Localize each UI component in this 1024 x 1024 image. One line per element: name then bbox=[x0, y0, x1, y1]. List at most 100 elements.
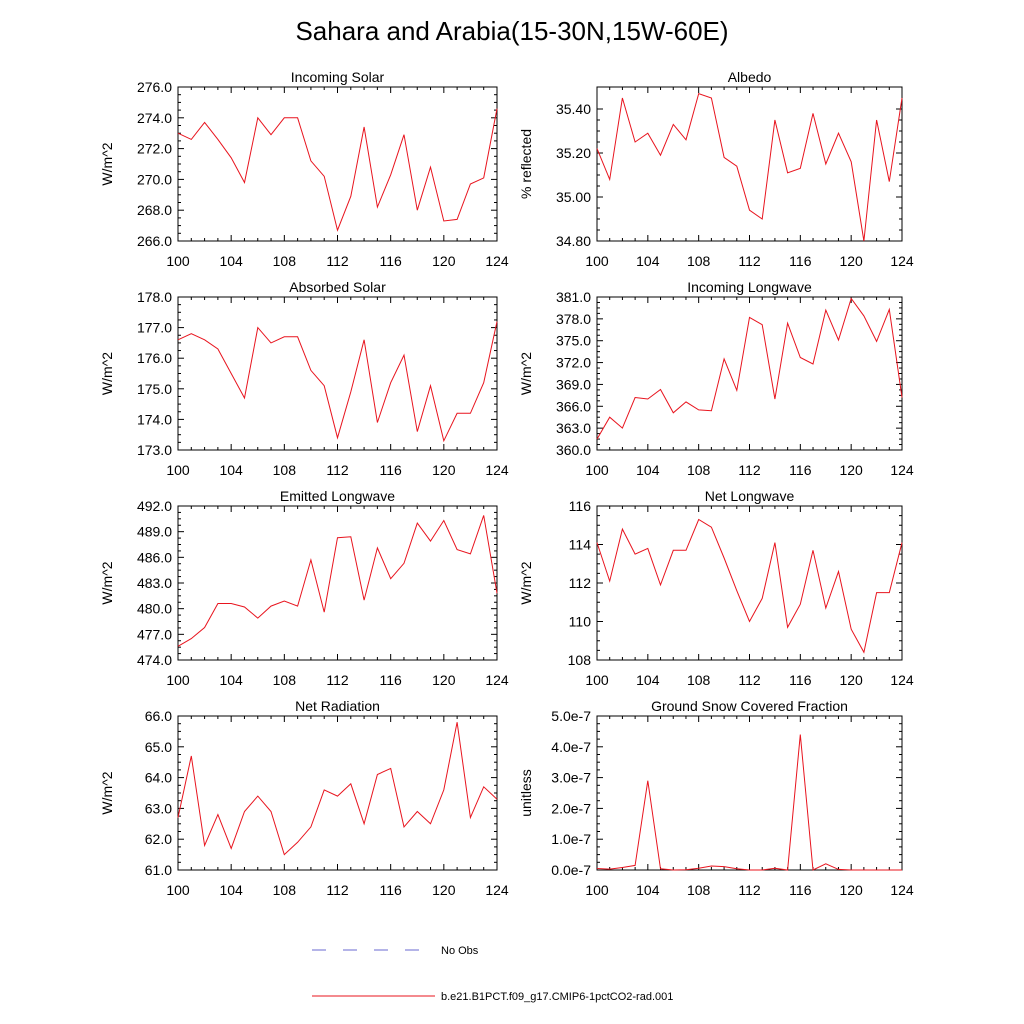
x-tick-label: 100 bbox=[585, 462, 609, 478]
panel-3: Absorbed Solar W/m^2 173.0 174.0 175.0 176.0 1… bbox=[99, 279, 509, 478]
x-tick-label: 104 bbox=[219, 462, 243, 478]
x-tick-label: 112 bbox=[326, 882, 349, 898]
y-tick-label: 0.0e-7 bbox=[551, 862, 591, 878]
panel-title: Net Radiation bbox=[295, 698, 380, 714]
x-tick-label: 124 bbox=[890, 253, 914, 269]
panel-2: Albedo % reflected 34.80 35.00 35.20 35.40 100… bbox=[518, 69, 914, 269]
y-tick-label: 369.0 bbox=[556, 376, 591, 392]
y-tick-label: 35.20 bbox=[556, 145, 591, 161]
x-tick-label: 108 bbox=[273, 672, 297, 688]
y-tick-label: 62.0 bbox=[145, 831, 172, 847]
x-tick-label: 100 bbox=[585, 253, 609, 269]
x-tick-label: 116 bbox=[789, 882, 812, 898]
y-tick-label: 276.0 bbox=[137, 79, 172, 95]
x-tick-label: 108 bbox=[687, 882, 711, 898]
panel-4: Incoming Longwave W/m^2 360.0 363.0 366.0 369… bbox=[518, 279, 914, 478]
y-tick-label: 110 bbox=[569, 614, 592, 630]
y-tick-label: 360.0 bbox=[556, 442, 591, 458]
x-tick-label: 104 bbox=[636, 882, 660, 898]
series-line bbox=[177, 515, 498, 647]
panel-5: Emitted Longwave W/m^2 474.0 477.0 480.0 483.… bbox=[99, 488, 509, 688]
x-tick-label: 116 bbox=[380, 672, 403, 688]
y-tick-label: 266.0 bbox=[137, 233, 172, 249]
y-tick-label: 270.0 bbox=[137, 171, 172, 187]
series-line bbox=[177, 108, 498, 232]
y-tick-label: 176.0 bbox=[137, 350, 172, 366]
x-tick-label: 100 bbox=[166, 672, 190, 688]
x-tick-label: 120 bbox=[839, 672, 863, 688]
y-tick-label: 381.0 bbox=[556, 289, 591, 305]
x-tick-label: 104 bbox=[219, 672, 243, 688]
x-tick-label: 124 bbox=[485, 672, 509, 688]
figure-title: Sahara and Arabia(15-30N,15W-60E) bbox=[295, 16, 728, 46]
y-tick-label: 272.0 bbox=[137, 141, 172, 157]
panel-title: Ground Snow Covered Fraction bbox=[651, 698, 848, 714]
y-tick-label: 477.0 bbox=[137, 626, 172, 642]
y-tick-label: 4.0e-7 bbox=[551, 739, 591, 755]
y-tick-label: 483.0 bbox=[137, 575, 172, 591]
x-tick-label: 100 bbox=[166, 462, 190, 478]
x-tick-label: 108 bbox=[687, 462, 711, 478]
x-tick-label: 116 bbox=[789, 672, 812, 688]
series-line bbox=[596, 297, 903, 440]
x-tick-label: 112 bbox=[326, 253, 349, 269]
x-tick-label: 112 bbox=[738, 882, 761, 898]
x-tick-label: 120 bbox=[432, 462, 456, 478]
y-tick-label: 274.0 bbox=[137, 110, 172, 126]
x-tick-label: 100 bbox=[166, 882, 190, 898]
y-tick-label: 114 bbox=[569, 537, 592, 553]
y-axis-label: % reflected bbox=[518, 129, 534, 199]
panel-title: Emitted Longwave bbox=[280, 488, 395, 504]
plot-frame bbox=[177, 715, 498, 871]
panels: Incoming Solar W/m^2 266.0 268.0 270.0 272.0 2… bbox=[99, 69, 914, 898]
series-line bbox=[596, 734, 902, 871]
x-tick-label: 112 bbox=[326, 462, 349, 478]
x-tick-label: 112 bbox=[738, 672, 761, 688]
y-tick-label: 66.0 bbox=[145, 708, 172, 724]
y-tick-label: 2.0e-7 bbox=[551, 800, 591, 816]
y-axis-label: W/m^2 bbox=[99, 561, 115, 604]
y-tick-label: 372.0 bbox=[556, 355, 591, 371]
panel-7: Net Radiation W/m^2 61.0 62.0 63.0 64.0 65.0 66… bbox=[99, 698, 509, 898]
plot-frame bbox=[596, 715, 903, 871]
y-tick-label: 112 bbox=[569, 575, 592, 591]
series-line bbox=[596, 518, 903, 654]
x-tick-label: 120 bbox=[432, 672, 456, 688]
x-tick-label: 120 bbox=[839, 882, 863, 898]
x-tick-label: 116 bbox=[380, 253, 403, 269]
y-tick-label: 366.0 bbox=[556, 398, 591, 414]
x-tick-label: 100 bbox=[166, 253, 190, 269]
plot-frame bbox=[177, 296, 498, 451]
x-tick-label: 116 bbox=[380, 462, 403, 478]
x-tick-label: 104 bbox=[219, 253, 243, 269]
x-tick-label: 104 bbox=[219, 882, 243, 898]
x-tick-label: 124 bbox=[890, 462, 914, 478]
y-tick-label: 63.0 bbox=[145, 800, 172, 816]
x-tick-label: 108 bbox=[687, 253, 711, 269]
y-tick-label: 1.0e-7 bbox=[551, 831, 591, 847]
x-tick-label: 124 bbox=[890, 882, 914, 898]
x-tick-label: 120 bbox=[432, 882, 456, 898]
x-tick-label: 124 bbox=[485, 253, 509, 269]
x-tick-label: 124 bbox=[485, 882, 509, 898]
y-tick-label: 268.0 bbox=[137, 202, 172, 218]
panel-title: Absorbed Solar bbox=[289, 279, 386, 295]
y-axis-label: W/m^2 bbox=[518, 352, 534, 395]
y-tick-label: 64.0 bbox=[145, 770, 172, 786]
x-tick-label: 120 bbox=[839, 253, 863, 269]
x-tick-label: 104 bbox=[636, 672, 660, 688]
x-tick-label: 100 bbox=[585, 882, 609, 898]
y-axis-label: W/m^2 bbox=[99, 771, 115, 814]
panel-title: Albedo bbox=[728, 69, 772, 85]
x-tick-label: 116 bbox=[789, 462, 812, 478]
legend: No Obs b.e21.B1PCT.f09_g17.CMIP6-1pctCO2… bbox=[312, 945, 673, 1003]
x-tick-label: 112 bbox=[738, 462, 761, 478]
x-tick-label: 120 bbox=[432, 253, 456, 269]
y-axis-label: W/m^2 bbox=[518, 561, 534, 604]
y-tick-label: 5.0e-7 bbox=[551, 708, 591, 724]
x-tick-label: 104 bbox=[636, 462, 660, 478]
panel-1: Incoming Solar W/m^2 266.0 268.0 270.0 272.0 2… bbox=[99, 69, 509, 269]
y-tick-label: 108 bbox=[568, 652, 592, 668]
panel-title: Incoming Solar bbox=[291, 69, 385, 85]
